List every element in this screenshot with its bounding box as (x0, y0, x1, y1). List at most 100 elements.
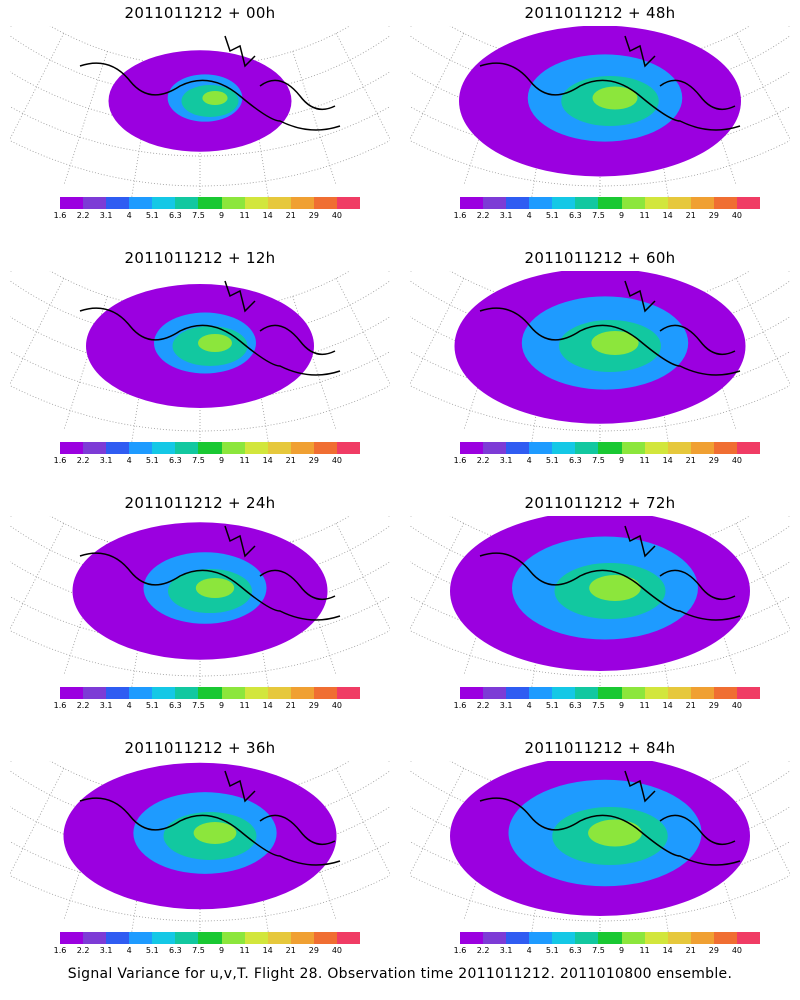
colorbar-swatch (598, 197, 622, 209)
colorbar-label: 7.5 (192, 946, 205, 955)
colorbar-label: 7.5 (192, 701, 205, 710)
colorbar-label: 4 (126, 701, 132, 710)
polar-map (410, 761, 790, 941)
colorbar (60, 197, 361, 209)
colorbar-swatch (529, 197, 553, 209)
colorbar-label: 6.3 (169, 211, 182, 220)
latitude-gridline (10, 875, 390, 922)
colorbar-label: 21 (285, 701, 296, 710)
colorbar-swatch (552, 197, 576, 209)
colorbar-label: 5.1 (145, 946, 159, 955)
colorbar (60, 932, 361, 944)
meridian-gridline (410, 768, 465, 875)
coastline (479, 770, 741, 866)
colorbar (460, 197, 761, 209)
colorbar-label: 9 (218, 946, 225, 955)
colorbar-swatch (575, 197, 599, 209)
colorbar-swatch (621, 687, 645, 699)
colorbar-label: 21 (285, 456, 296, 465)
forecast-panel: 2011011212 + 72h 1.6 2.2 3.1 4 5.1 6.3 7.5 9 11 14… (400, 490, 800, 735)
colorbar-label: 4 (526, 456, 532, 465)
colorbar-label: 5.1 (145, 456, 159, 465)
colorbar-swatch (644, 687, 668, 699)
colorbar-swatch (552, 932, 576, 944)
colorbar-label: 9 (218, 456, 225, 465)
colorbar-label: 1.6 (453, 211, 467, 220)
colorbar-label: 9 (618, 456, 625, 465)
colorbar-swatch (690, 197, 714, 209)
colorbar-swatch (129, 932, 153, 944)
colorbar-swatch (221, 197, 245, 209)
colorbar-swatch (290, 932, 314, 944)
meridian-gridline (735, 33, 790, 140)
forecast-panel: 2011011212 + 36h 1.6 2.2 3.1 4 5.1 6.3 7.5 9 11 14… (0, 735, 400, 980)
latitude-gridline (410, 875, 790, 922)
colorbar-label: 2.2 (476, 946, 490, 955)
colorbar-swatch (175, 932, 199, 944)
colorbar-label: 4 (526, 701, 532, 710)
colorbar-label: 6.3 (169, 946, 182, 955)
panel-title: 2011011212 + 24h (124, 494, 276, 512)
coastline (79, 525, 341, 621)
latitude-gridline (410, 561, 790, 617)
colorbar-swatch (483, 442, 507, 454)
colorbar-label: 14 (662, 701, 673, 710)
colorbar (460, 687, 761, 699)
colorbar-labels: 1.6 2.2 3.1 4 5.1 6.3 7.5 9 11 14 21 29 40 (54, 946, 360, 958)
colorbar-label: 6.3 (169, 701, 182, 710)
panel-title: 2011011212 + 00h (124, 4, 276, 22)
colorbar-swatch (690, 687, 714, 699)
latitude-gridline (10, 71, 390, 127)
colorbar-swatch (129, 197, 153, 209)
colorbar-labels: 1.6 2.2 3.1 4 5.1 6.3 7.5 9 11 14 21 29 40 (454, 946, 760, 958)
colorbar-swatch (506, 687, 530, 699)
colorbar-swatch (713, 687, 737, 699)
colorbar-label: 7.5 (592, 946, 605, 955)
colorbar-swatch (736, 442, 761, 454)
colorbar-swatch (621, 932, 645, 944)
colorbar-swatch (736, 687, 761, 699)
colorbar-label: 5.1 (545, 456, 559, 465)
colorbar-label: 14 (262, 456, 273, 465)
latitude-gridline (10, 316, 390, 372)
colorbar-swatch (106, 932, 130, 944)
colorbar-label: 11 (239, 211, 250, 220)
colorbar-swatch (244, 442, 268, 454)
coastline (79, 35, 341, 131)
colorbar-label: 14 (262, 701, 273, 710)
colorbar-swatch (198, 687, 222, 699)
colorbar-swatch (529, 932, 553, 944)
colorbar-label: 7.5 (592, 456, 605, 465)
colorbar-label: 14 (662, 456, 673, 465)
colorbar-swatch (244, 932, 268, 944)
polar-map (10, 26, 390, 206)
coastline (79, 770, 341, 866)
latitude-gridline (410, 140, 790, 187)
colorbar-swatch (506, 197, 530, 209)
forecast-panel: 2011011212 + 12h 1.6 2.2 3.1 4 5.1 6.3 7.5 9 11 14… (0, 245, 400, 490)
colorbar-swatch (575, 687, 599, 699)
colorbar-label: 3.1 (99, 946, 113, 955)
colorbar-label: 29 (708, 946, 719, 955)
colorbar-label: 29 (708, 701, 719, 710)
polar-map (410, 26, 790, 206)
panel-title: 2011011212 + 48h (524, 4, 676, 22)
colorbar-swatch (598, 932, 622, 944)
colorbar-label: 40 (331, 701, 343, 710)
colorbar-label: 14 (262, 946, 273, 955)
colorbar-swatch (83, 442, 107, 454)
colorbar-swatch (198, 932, 222, 944)
polar-map (410, 271, 790, 451)
colorbar-label: 9 (618, 701, 625, 710)
meridian-gridline (63, 51, 108, 185)
colorbar-label: 7.5 (592, 211, 605, 220)
colorbar-label: 1.6 (453, 701, 467, 710)
colorbar-swatch (152, 687, 176, 699)
latitude-gridline (10, 385, 390, 432)
colorbar-label: 9 (218, 701, 225, 710)
colorbar-swatch (460, 197, 484, 209)
colorbar-label: 11 (239, 456, 250, 465)
meridian-gridline (10, 768, 65, 875)
colorbar-swatch (106, 442, 130, 454)
colorbar-swatch (290, 442, 314, 454)
